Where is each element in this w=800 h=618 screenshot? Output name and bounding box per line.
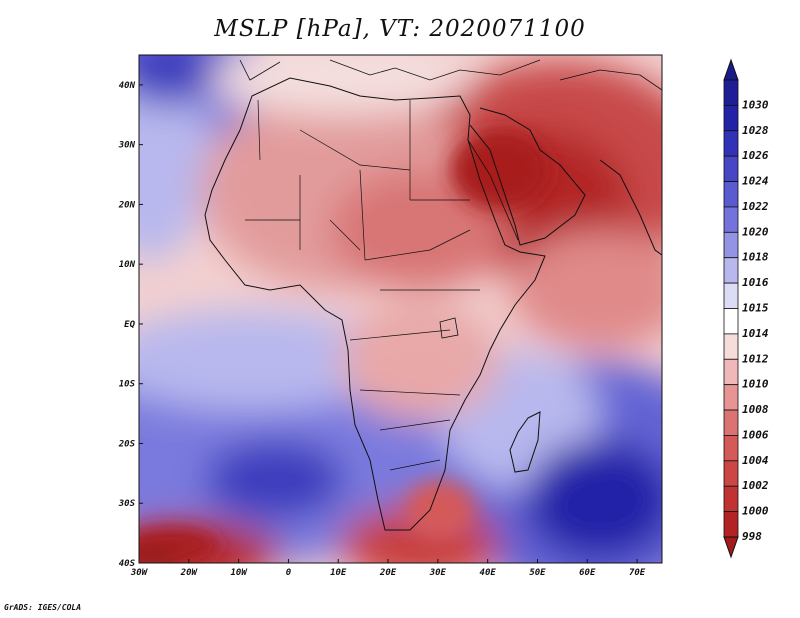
- colorbar-label: 1028: [742, 124, 769, 137]
- lat-tick-label: 40N: [119, 81, 136, 91]
- lat-tick-label: 10S: [119, 380, 136, 390]
- colorbar-swatch: [723, 409, 739, 436]
- colorbar-label: 1002: [742, 479, 769, 492]
- colorbar-label: 1006: [742, 428, 769, 441]
- colorbar-label: 1024: [742, 175, 769, 188]
- longitude-axis: 30W 20W 10W 0 10E 20E 30E 40E 50E 60E 70E: [130, 559, 646, 578]
- colorbar-swatch: [723, 384, 739, 411]
- lon-tick-label: 50E: [529, 568, 546, 578]
- colorbar-label: 1000: [742, 505, 769, 518]
- colorbar-label: 1030: [742, 98, 769, 111]
- colorbar-label: 1012: [742, 352, 769, 365]
- colorbar-swatch: [723, 155, 739, 182]
- lat-tick-label: 30S: [118, 499, 136, 509]
- lat-tick-label: 10N: [119, 260, 136, 270]
- colorbar: 1030 1028 1026 1024 1022 1020 1018 1016 1015 1014…: [723, 58, 769, 559]
- colorbar-swatch: [723, 231, 739, 259]
- india-coastline: [599, 159, 662, 256]
- lon-tick-label: 60E: [579, 568, 596, 578]
- country-borders: [245, 99, 480, 471]
- colorbar-label: 1015: [742, 302, 769, 315]
- lat-tick-label: 30N: [118, 141, 136, 151]
- colorbar-label: 1018: [742, 251, 769, 264]
- lat-tick-label: 40S: [119, 559, 136, 569]
- colorbar-swatch: [723, 333, 739, 360]
- colorbar-label: 1016: [742, 276, 769, 289]
- lon-tick-label: 70E: [629, 568, 646, 578]
- colorbar-swatch: [723, 257, 739, 284]
- colorbar-label: 1022: [742, 200, 769, 213]
- colorbar-swatch: [723, 485, 739, 513]
- colorbar-label: 1004: [742, 454, 769, 467]
- africa-coastline: [204, 77, 546, 531]
- colorbar-swatch: [723, 308, 739, 335]
- pressure-field: [139, 55, 662, 563]
- lat-tick-label: 20N: [118, 200, 136, 210]
- colorbar-label: 1020: [742, 225, 769, 238]
- colorbar-label: 998: [742, 530, 762, 543]
- colorbar-label: 1008: [742, 403, 769, 416]
- lon-tick-label: 30E: [429, 568, 447, 578]
- lon-tick-label: 10E: [330, 568, 347, 578]
- colorbar-label: 1026: [742, 149, 769, 162]
- madagascar-coastline: [509, 411, 541, 473]
- colorbar-swatch: [723, 104, 739, 132]
- credit-label: GrADS: IGES/COLA: [4, 603, 82, 612]
- colorbar-label: 1014: [742, 327, 769, 340]
- colorbar-swatch: [723, 282, 739, 309]
- colorbar-under-arrow: [723, 536, 739, 559]
- plot-title: MSLP [hPa], VT: 2020071100: [214, 16, 586, 42]
- lon-tick-label: 20E: [379, 568, 397, 578]
- lat-tick-label: 20S: [118, 439, 136, 449]
- lon-tick-label: 10W: [230, 568, 248, 578]
- latitude-axis: 40N 30N 20N 10N EQ 10S 20S 30S 40S: [118, 81, 143, 569]
- colorbar-swatch: [723, 511, 739, 538]
- map-frame: [138, 54, 663, 564]
- lon-tick-label: 30W: [130, 568, 149, 578]
- arabia-coastline: [469, 107, 586, 246]
- colorbar-over-arrow: [723, 58, 739, 81]
- europe-coastline: [239, 59, 662, 91]
- red-sea-coast: [467, 139, 519, 241]
- colorbar-swatch: [723, 358, 739, 386]
- colorbar-swatch: [723, 130, 739, 157]
- colorbar-swatch: [723, 206, 739, 233]
- colorbar-swatch: [723, 460, 739, 487]
- lat-tick-label: EQ: [124, 320, 135, 330]
- colorbar-swatch: [723, 435, 739, 462]
- colorbar-swatch: [723, 181, 739, 208]
- lon-tick-label: 40E: [480, 568, 497, 578]
- lake-victoria: [439, 317, 459, 339]
- colorbar-label: 1010: [742, 378, 769, 391]
- lon-tick-label: 0: [286, 568, 292, 578]
- colorbar-swatch: [723, 79, 739, 106]
- lon-tick-label: 20W: [180, 568, 199, 578]
